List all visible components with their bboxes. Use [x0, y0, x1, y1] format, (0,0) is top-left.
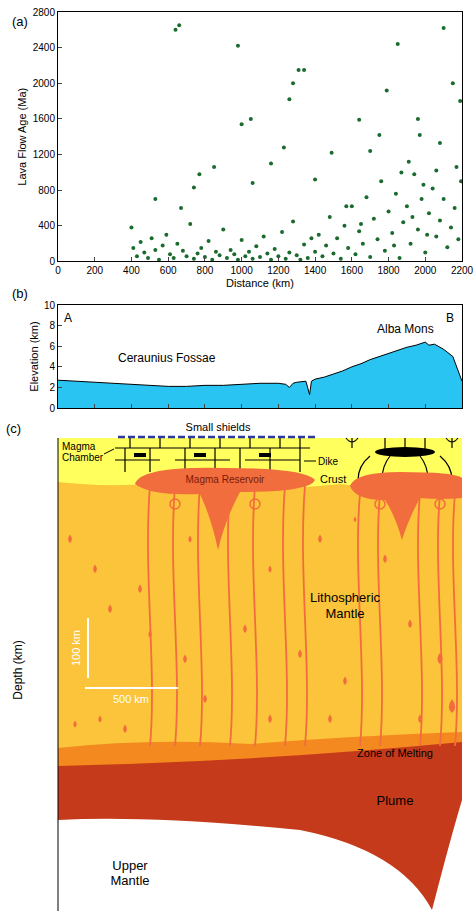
svg-text:Ceraunius Fossae: Ceraunius Fossae: [118, 351, 216, 365]
svg-text:500 km: 500 km: [113, 693, 149, 705]
svg-text:8: 8: [49, 320, 55, 331]
svg-text:0: 0: [49, 256, 55, 267]
svg-text:0: 0: [55, 265, 61, 276]
svg-text:Elevation (km): Elevation (km): [28, 321, 40, 391]
svg-text:Lava Flow Age (Ma): Lava Flow Age (Ma): [16, 88, 28, 186]
svg-text:2800: 2800: [33, 7, 56, 18]
svg-text:400: 400: [38, 220, 55, 231]
svg-text:Chamber: Chamber: [62, 452, 104, 463]
svg-text:Dike: Dike: [318, 456, 338, 467]
svg-text:Magma Reservoir: Magma Reservoir: [186, 474, 266, 485]
svg-text:4: 4: [49, 361, 55, 372]
svg-text:Lithospheric: Lithospheric: [310, 590, 381, 605]
svg-text:0: 0: [49, 403, 55, 414]
svg-text:2000: 2000: [33, 78, 56, 89]
svg-text:400: 400: [123, 265, 140, 276]
svg-text:2400: 2400: [33, 42, 56, 53]
svg-text:1200: 1200: [267, 265, 290, 276]
svg-text:100 km: 100 km: [70, 630, 82, 666]
svg-text:2000: 2000: [414, 265, 437, 276]
svg-text:Mantle: Mantle: [110, 873, 149, 888]
svg-text:1400: 1400: [304, 265, 327, 276]
svg-text:1200: 1200: [33, 149, 56, 160]
svg-text:Upper: Upper: [112, 858, 148, 873]
svg-text:800: 800: [197, 265, 214, 276]
svg-text:10: 10: [44, 300, 56, 311]
svg-text:Zone of Melting: Zone of Melting: [357, 747, 433, 759]
svg-text:(a): (a): [12, 14, 28, 29]
svg-text:Distance (km): Distance (km): [226, 277, 294, 289]
svg-text:B: B: [446, 311, 454, 325]
svg-text:A: A: [64, 311, 72, 325]
svg-text:Plume: Plume: [377, 793, 414, 808]
svg-text:Crust: Crust: [320, 473, 346, 485]
svg-text:Small shields: Small shields: [186, 421, 251, 433]
svg-text:1600: 1600: [33, 113, 56, 124]
svg-text:(b): (b): [12, 286, 28, 301]
svg-text:1000: 1000: [231, 265, 254, 276]
svg-text:1600: 1600: [341, 265, 364, 276]
svg-text:Alba Mons: Alba Mons: [377, 322, 434, 336]
svg-text:1800: 1800: [377, 265, 400, 276]
svg-text:800: 800: [38, 185, 55, 196]
svg-text:Mantle: Mantle: [325, 606, 364, 621]
svg-text:Magma: Magma: [62, 441, 96, 452]
svg-text:(c): (c): [6, 421, 21, 436]
svg-text:Depth (km): Depth (km): [11, 640, 25, 699]
svg-text:6: 6: [49, 341, 55, 352]
svg-text:2: 2: [49, 382, 55, 393]
svg-text:200: 200: [86, 265, 103, 276]
svg-text:2200: 2200: [451, 265, 474, 276]
svg-text:600: 600: [160, 265, 177, 276]
